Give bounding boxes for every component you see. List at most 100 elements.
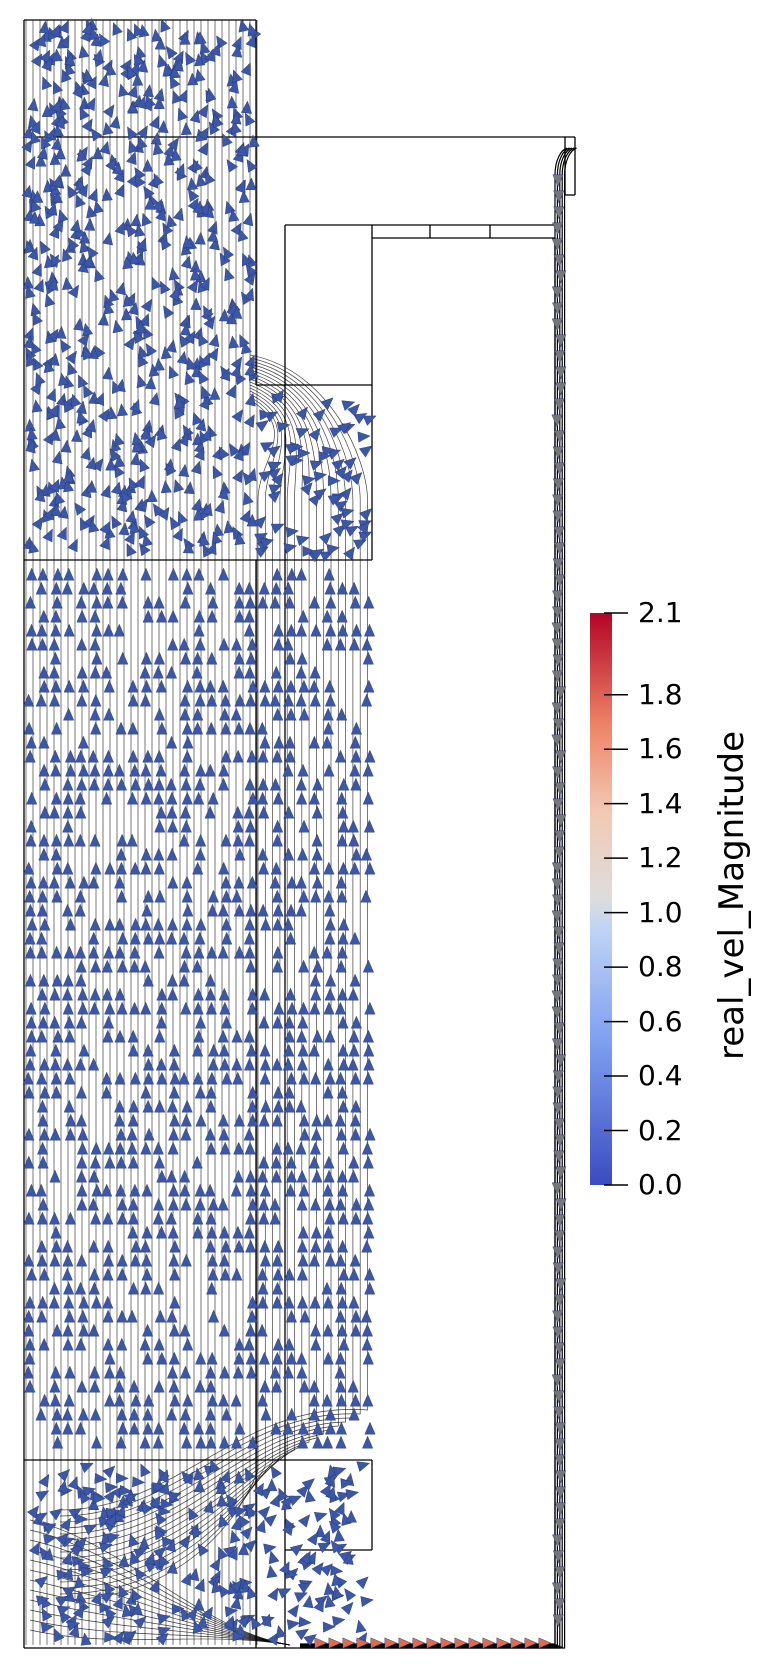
velocity-arrow <box>38 1473 50 1488</box>
velocity-arrow <box>356 1461 371 1472</box>
velocity-arrow <box>322 1295 334 1309</box>
velocity-arrow <box>272 791 284 805</box>
velocity-arrow <box>61 1551 73 1566</box>
velocity-arrow <box>54 1628 65 1643</box>
velocity-arrow <box>89 609 101 623</box>
velocity-arrow <box>223 520 235 534</box>
velocity-arrow <box>180 122 192 136</box>
velocity-arrow <box>348 1029 360 1043</box>
velocity-arrow <box>283 1337 295 1351</box>
velocity-arrow <box>74 1575 86 1589</box>
velocity-arrow <box>271 567 283 581</box>
velocity-arrow <box>158 1469 169 1483</box>
velocity-arrow <box>89 987 101 1001</box>
velocity-arrow <box>296 1365 308 1379</box>
velocity-arrow <box>198 396 210 411</box>
velocity-arrow <box>99 140 110 155</box>
velocity-arrow <box>115 1127 127 1141</box>
velocity-arrow <box>308 861 321 875</box>
velocity-arrow <box>257 1295 269 1309</box>
velocity-arrow <box>49 23 60 38</box>
velocity-arrow <box>244 917 256 931</box>
velocity-arrow <box>201 502 213 517</box>
velocity-arrow <box>142 1071 155 1085</box>
velocity-arrow <box>75 805 87 819</box>
velocity-arrow <box>337 422 352 435</box>
velocity-arrow <box>36 1595 50 1607</box>
velocity-arrow <box>362 763 374 777</box>
velocity-arrow <box>141 903 153 917</box>
return-flow-arrow <box>552 958 564 972</box>
velocity-arrow <box>93 1492 106 1505</box>
velocity-arrow <box>309 665 321 679</box>
velocity-arrow <box>62 1566 74 1581</box>
velocity-arrow <box>192 651 204 665</box>
velocity-arrow <box>49 253 62 267</box>
velocity-arrow <box>179 1169 191 1183</box>
velocity-arrow <box>26 426 38 441</box>
velocity-arrow <box>324 917 336 931</box>
velocity-arrow <box>363 1225 375 1239</box>
velocity-arrow <box>35 153 47 167</box>
velocity-arrow <box>324 987 336 1001</box>
velocity-arrow <box>206 651 218 665</box>
velocity-arrow <box>31 263 42 277</box>
velocity-arrow <box>24 973 36 987</box>
velocity-arrow <box>48 352 60 366</box>
velocity-arrow <box>230 1435 243 1449</box>
velocity-arrow <box>50 503 62 517</box>
velocity-arrow <box>100 484 111 499</box>
velocity-arrow <box>148 392 160 406</box>
velocity-arrow <box>362 791 374 805</box>
velocity-arrow <box>270 861 282 875</box>
velocity-arrow <box>247 679 259 693</box>
velocity-arrow <box>337 623 349 637</box>
velocity-arrow <box>37 1197 49 1211</box>
velocity-arrow <box>362 415 377 426</box>
velocity-arrow <box>270 1421 282 1435</box>
velocity-arrow <box>23 1323 35 1337</box>
streamline <box>59 357 361 1517</box>
velocity-arrow <box>194 1197 206 1211</box>
velocity-arrow <box>159 1553 170 1568</box>
velocity-arrow <box>36 146 48 160</box>
velocity-arrow <box>270 523 285 534</box>
velocity-arrow <box>140 847 152 861</box>
velocity-arrow <box>23 721 35 735</box>
velocity-arrow <box>260 442 274 453</box>
velocity-arrow <box>179 1407 192 1421</box>
velocity-arrow <box>230 364 241 379</box>
velocity-arrow <box>168 1043 180 1057</box>
velocity-arrow <box>169 1113 181 1127</box>
velocity-arrow <box>114 875 126 889</box>
velocity-arrow <box>240 62 251 77</box>
velocity-arrow <box>269 693 281 707</box>
velocity-arrow <box>142 973 154 987</box>
velocity-arrow <box>323 567 335 581</box>
velocity-arrow <box>238 441 250 456</box>
velocity-arrow <box>142 1323 154 1337</box>
velocity-arrow <box>298 707 310 721</box>
velocity-arrow <box>179 1365 192 1379</box>
velocity-arrow <box>143 1127 155 1141</box>
velocity-arrow <box>101 791 113 805</box>
velocity-arrow <box>118 83 130 98</box>
velocity-arrow <box>26 353 37 368</box>
velocity-arrow <box>126 543 137 557</box>
velocity-arrow <box>90 721 102 735</box>
velocity-arrow <box>192 1225 204 1239</box>
velocity-arrow <box>116 1337 128 1351</box>
velocity-arrow <box>114 917 126 931</box>
velocity-arrow <box>129 251 141 265</box>
velocity-arrow <box>299 1127 311 1141</box>
return-flow-arrow <box>555 366 567 380</box>
velocity-arrow <box>42 528 53 543</box>
velocity-arrow <box>328 1520 342 1534</box>
velocity-arrow <box>219 707 231 721</box>
velocity-arrow <box>167 567 179 581</box>
velocity-arrow <box>101 1183 113 1197</box>
velocity-arrow <box>364 1001 376 1015</box>
velocity-arrow <box>152 141 164 156</box>
velocity-arrow <box>160 1498 174 1510</box>
velocity-arrow <box>176 89 188 104</box>
